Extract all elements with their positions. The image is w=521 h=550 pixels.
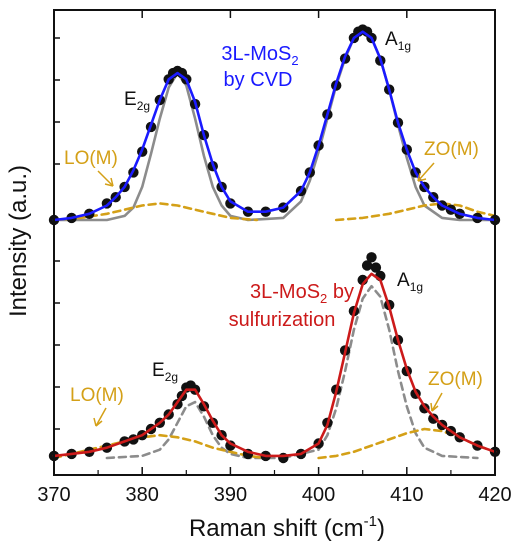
legend-sulf-line2: sulfurization [229,309,336,331]
peak-label-lo-sulf: LO(M) [70,385,124,406]
x-ticks: 370 380 390 400 410 420 [37,10,512,506]
sulfurization-data-0-point-31 [370,262,382,273]
arrowhead-lo-cvd [104,177,114,187]
peak-label-zo-cvd: ZO(M) [424,139,479,160]
cvd-data-0-point-19 [225,198,236,209]
arrow-zo-sulf [431,392,443,412]
sulfurization-data-0-point-30 [366,252,377,263]
sulfurization-component-5 [317,427,497,460]
peak-label-a1g-sulf: A1g [397,270,423,294]
x-tick-label-400: 400 [302,484,335,506]
cvd-component-4 [334,202,497,222]
panel-sulfurization [48,252,501,464]
cvd-component-3 [52,202,259,222]
legend-cvd-line1: 3L-MoS2 [221,43,298,68]
cvd-fit-1 [52,30,497,222]
x-tick-label-420: 420 [478,484,511,506]
legend-sulf-line1: 3L-MoS2 by [250,281,354,306]
x-tick-label-380: 380 [126,484,159,506]
y-axis-label: Intensity (a.u.) [5,165,32,317]
x-tick-label-390: 390 [214,484,247,506]
panel-cvd [48,24,501,226]
peak-label-lo-cvd: LO(M) [64,148,118,169]
sulfurization-component-2 [105,400,285,460]
peak-label-a1g-cvd: A1g [385,29,411,53]
sulfurization-data-0-point-38 [428,413,439,424]
peak-label-zo-sulf: ZO(M) [428,369,483,390]
sulfurization-data-0-point-18 [225,440,236,451]
peak-label-e2g-cvd: E2g [124,89,150,113]
arrowhead-zo-cvd [417,172,427,182]
x-tick-label-370: 370 [37,484,70,506]
annotation-arrows [93,162,443,427]
x-axis-label: Raman shift (cm-1) [189,513,385,542]
x-tick-label-410: 410 [390,484,423,506]
sulfurization-data-0-point-29 [361,260,373,271]
arrow-lo-cvd [97,170,114,187]
arrow-lo-sulf [95,407,107,427]
arrowhead-lo-sulf [93,417,103,427]
peak-label-e2g-sulf: E2g [152,360,178,384]
legend-cvd-line2: by CVD [224,69,293,91]
arrowhead-zo-sulf [430,402,439,412]
sulfurization-fit-1 [52,272,497,458]
plot-panels [48,24,501,464]
arrow-zo-cvd [417,162,435,182]
